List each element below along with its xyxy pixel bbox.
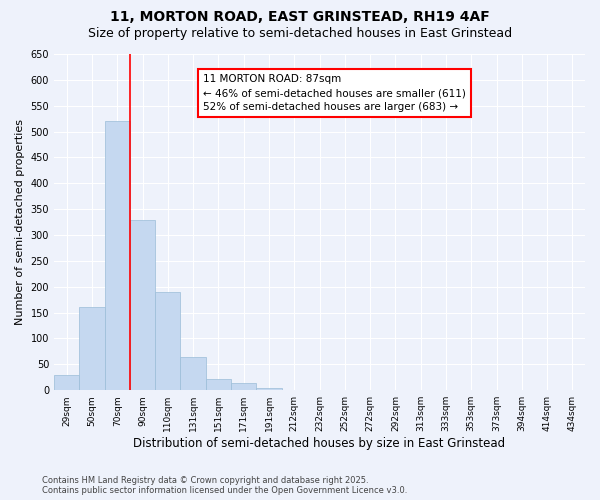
Text: Size of property relative to semi-detached houses in East Grinstead: Size of property relative to semi-detach… [88,28,512,40]
Bar [231,384,256,390]
Bar [104,121,130,390]
Y-axis label: Number of semi-detached properties: Number of semi-detached properties [15,119,25,325]
Bar [130,220,155,390]
Bar [181,356,206,390]
Bar [54,374,79,390]
Bar [256,388,281,390]
X-axis label: Distribution of semi-detached houses by size in East Grinstead: Distribution of semi-detached houses by … [133,437,506,450]
Bar [79,308,104,390]
Bar [155,292,181,390]
Bar [206,379,231,390]
Text: Contains HM Land Registry data © Crown copyright and database right 2025.
Contai: Contains HM Land Registry data © Crown c… [42,476,407,495]
Text: 11 MORTON ROAD: 87sqm
← 46% of semi-detached houses are smaller (611)
52% of sem: 11 MORTON ROAD: 87sqm ← 46% of semi-deta… [203,74,466,112]
Text: 11, MORTON ROAD, EAST GRINSTEAD, RH19 4AF: 11, MORTON ROAD, EAST GRINSTEAD, RH19 4A… [110,10,490,24]
